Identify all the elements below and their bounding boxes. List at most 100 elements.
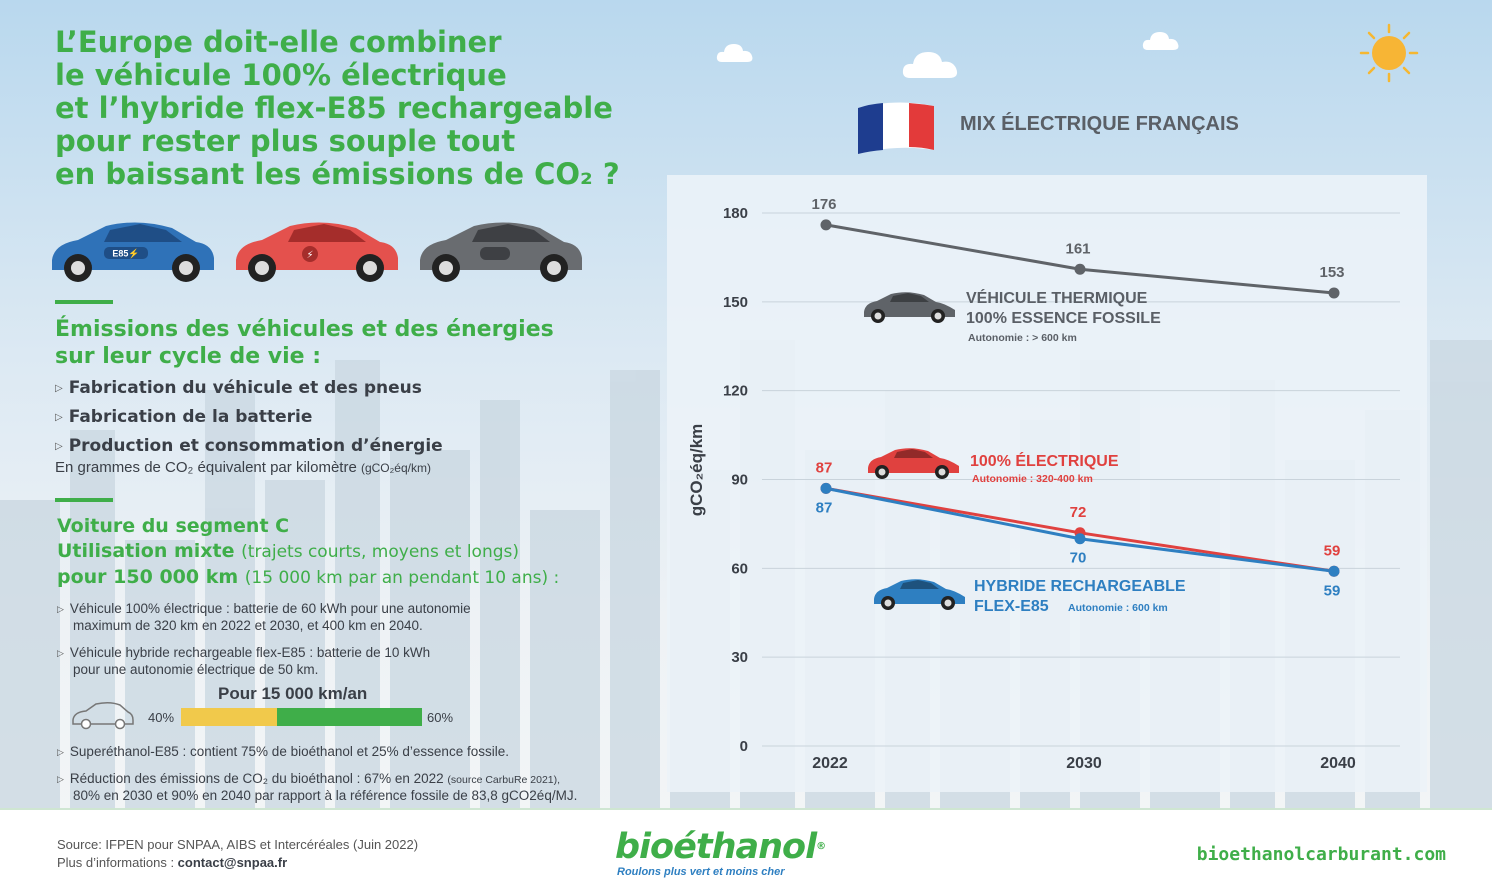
unit-note-text: En grammes de CO₂ équivalent par kilomèt… xyxy=(55,459,357,476)
electric-car-icon: ⚡ xyxy=(236,222,398,282)
y-tick-label: 30 xyxy=(731,649,748,666)
cloud-icon xyxy=(716,44,753,62)
e85-car-icon xyxy=(874,579,965,610)
e85-car-icon: E85⚡ xyxy=(52,222,214,282)
data-label: 153 xyxy=(1319,264,1344,281)
data-point xyxy=(820,219,832,231)
data-point xyxy=(1074,533,1086,545)
y-tick-label: 120 xyxy=(723,383,748,400)
thermal-car-icon xyxy=(420,222,582,282)
car-window xyxy=(894,449,933,458)
segment-line: Utilisation mixte (trajets courts, moyen… xyxy=(57,539,559,565)
note-phev: ▷ Véhicule hybride rechargeable flex-E85 … xyxy=(57,645,430,678)
segment-bold: pour 150 000 km xyxy=(57,566,239,588)
series-line xyxy=(825,223,1335,295)
note-text: pour une autonomie électrique de 50 km. xyxy=(73,662,319,677)
emissions-title-line: sur leur cycle de vie : xyxy=(55,344,322,369)
series-label: FLEX-E85 xyxy=(974,598,1049,615)
car-body xyxy=(868,448,959,473)
note-text: Véhicule hybride rechargeable flex-E85 :… xyxy=(69,645,431,660)
logo-name: bioéthanol xyxy=(615,827,817,867)
bullet-icon: ▷ xyxy=(57,604,64,614)
segment-light: (15 000 km par an pendant 10 ans) : xyxy=(244,568,560,588)
note-ev: ▷ Véhicule 100% électrique : batterie de … xyxy=(57,601,471,634)
logo-text: bioéthanol® xyxy=(615,827,826,867)
electric-car-icon xyxy=(868,448,959,479)
svg-text:⚡: ⚡ xyxy=(306,250,313,261)
note-text: maximum de 320 km en 2022 et 2030, et 40… xyxy=(73,618,423,633)
contact-prefix: Plus d’informations : xyxy=(57,855,178,870)
source-line: Source: IFPEN pour SNPAA, AIBS et Interc… xyxy=(57,837,419,852)
y-axis-label: gCO₂éq/km xyxy=(687,424,706,517)
note-source: (source CarbuRe 2021), xyxy=(447,774,561,786)
car-hub xyxy=(874,312,882,320)
car-hub xyxy=(938,468,946,476)
e85-share-label: 60% xyxy=(427,710,454,725)
electric-share-label: 40% xyxy=(148,710,175,725)
contact-email-link[interactable]: contact@snpaa.fr xyxy=(177,855,288,870)
website-link[interactable]: bioethanolcarburant.com xyxy=(1196,844,1446,865)
data-point xyxy=(1328,287,1340,299)
e85-share-bar xyxy=(277,708,422,726)
title-line: le véhicule 100% électrique xyxy=(55,58,507,92)
usage-bar-title: Pour 15 000 km/an xyxy=(218,684,368,703)
x-tick-label: 2040 xyxy=(1320,755,1356,772)
usage-split-bar: Pour 15 000 km/an 40% 60% xyxy=(70,684,490,730)
contact-line: Plus d’informations : contact@snpaa.fr xyxy=(57,854,418,872)
title-line: en baissant les émissions de CO₂ ? xyxy=(55,157,620,191)
chart-panel xyxy=(667,175,1427,792)
x-tick-label: 2030 xyxy=(1066,755,1102,772)
segment-block: Voiture du segment C Utilisation mixte (… xyxy=(57,514,559,591)
logo-reg: ® xyxy=(816,841,826,852)
emissions-bullet-list: ▷ Fabrication du véhicule et des pneus ▷ F… xyxy=(55,375,443,462)
unit-note: En grammes de CO₂ équivalent par kilomèt… xyxy=(55,459,431,476)
cloud-icon xyxy=(902,52,958,78)
svg-text:E85⚡: E85⚡ xyxy=(112,248,139,260)
data-point xyxy=(1074,263,1086,275)
car-window xyxy=(890,293,929,302)
bioethanol-logo: bioéthanol® Roulons plus vert et moins c… xyxy=(615,827,826,878)
sun-icon xyxy=(1359,23,1419,83)
note-e85: ▷ Superéthanol-E85 : contient 75% de bioé… xyxy=(57,744,509,761)
car-window xyxy=(900,580,939,589)
note-text: Véhicule 100% électrique : batterie de 6… xyxy=(69,601,471,616)
list-item: ▷ Production et consommation d’énergie xyxy=(55,433,443,462)
data-label: 87 xyxy=(816,499,833,516)
segment-light: (trajets courts, moyens et longs) xyxy=(241,542,520,562)
x-tick-label: 2022 xyxy=(812,755,848,772)
section-divider xyxy=(55,300,113,304)
car-hub xyxy=(934,312,942,320)
y-tick-label: 0 xyxy=(740,738,748,755)
hybrid-car-outline-icon xyxy=(72,701,134,730)
bullet-icon: ▷ xyxy=(57,774,64,784)
cloud-icon xyxy=(1142,32,1179,50)
car-body xyxy=(874,579,965,604)
list-item: ▷ Fabrication du véhicule et des pneus xyxy=(55,375,443,404)
car-body xyxy=(864,292,955,317)
series-autonomy: Autonomie : > 600 km xyxy=(968,332,1077,344)
car-hub xyxy=(878,468,886,476)
y-tick-label: 180 xyxy=(723,205,748,222)
bullet-icon: ▷ xyxy=(55,412,63,423)
segment-line: Voiture du segment C xyxy=(57,515,290,537)
data-label: 59 xyxy=(1324,582,1341,599)
unit-note-unit: (gCO₂éq/km) xyxy=(360,461,431,475)
section-divider xyxy=(55,498,113,502)
data-label: 59 xyxy=(1324,542,1341,559)
data-point xyxy=(1328,565,1340,577)
y-tick-label: 60 xyxy=(731,560,748,577)
title-line: et l’hybride flex-E85 rechargeable xyxy=(55,91,613,125)
y-tick-label: 150 xyxy=(723,294,748,311)
title-line: pour rester plus souple tout xyxy=(55,124,516,158)
bullet-icon: ▷ xyxy=(55,441,63,452)
y-tick-label: 90 xyxy=(731,472,748,489)
note-bioethanol: ▷ Réduction des émissions de CO₂ du bioét… xyxy=(57,771,577,804)
data-label: 70 xyxy=(1070,550,1087,567)
list-item: ▷ Fabrication de la batterie xyxy=(55,404,443,433)
note-text: Superéthanol-E85 : contient 75% de bioét… xyxy=(69,744,509,759)
title-line: L’Europe doit-elle combiner xyxy=(55,25,502,59)
car-hub xyxy=(944,599,952,607)
france-flag-icon xyxy=(858,102,934,154)
data-label: 176 xyxy=(811,196,836,213)
car-illustrations: E85⚡ ⚡ xyxy=(52,222,582,282)
